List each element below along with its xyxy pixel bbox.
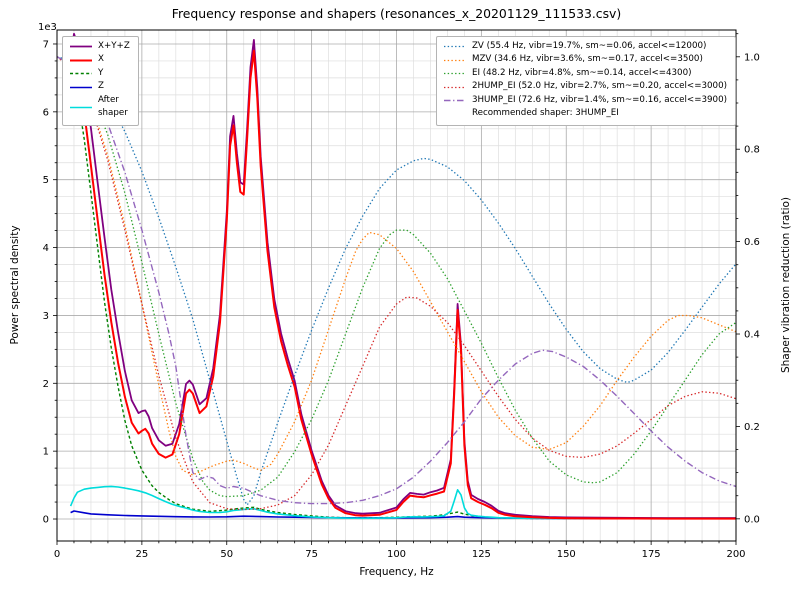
line-3hump-ei	[56, 56, 737, 505]
line-mzv	[56, 56, 737, 476]
legend-item: 2HUMP_EI (52.0 Hz, vibr=2.7%, sm~=0.20, …	[443, 80, 727, 93]
y-left-tick-label: 4	[43, 243, 49, 254]
legend-item: 3HUMP_EI (72.6 Hz, vibr=1.4%, sm~=0.16, …	[443, 94, 727, 107]
chart-title: Frequency response and shapers (resonanc…	[171, 6, 622, 21]
legend-line-sample	[70, 45, 92, 48]
legend-label: Y	[98, 67, 104, 78]
y-left-tick-label: 7	[43, 39, 49, 50]
legend-item: X	[69, 53, 130, 66]
legend-label: X+Y+Z	[98, 41, 130, 51]
y-right-tick-label: 1.0	[744, 52, 760, 63]
legend-item: Z	[69, 80, 130, 93]
x-tick-label: 50	[220, 549, 233, 560]
legend-line-sample	[443, 46, 466, 48]
x-tick-label: 0	[54, 549, 60, 560]
y-right-tick-label: 0.2	[744, 422, 760, 433]
y-right-tick-label: 0.6	[744, 237, 760, 248]
legend-label: After shaper	[98, 94, 128, 119]
legend-line-sample	[70, 86, 92, 88]
x-tick-label: 25	[136, 549, 149, 560]
line-x	[69, 49, 736, 520]
legend-shapers: ZV (55.4 Hz, vibr=19.7%, sm~=0.06, accel…	[435, 36, 736, 126]
legend-label: X	[98, 54, 104, 65]
x-tick-label: 125	[472, 549, 491, 560]
series-lines	[56, 32, 737, 520]
line-2hump-ei	[56, 56, 737, 511]
legend-line-sample	[70, 106, 92, 109]
legend-item: After shaper	[69, 94, 130, 121]
y-right-axis-label: Shaper vibration reduction (ratio)	[780, 196, 792, 374]
y-left-tick-label: 6	[43, 107, 49, 118]
y-right-tick-label: 0.4	[744, 330, 760, 341]
legend-label: Z	[98, 81, 104, 92]
x-tick-label: 150	[557, 549, 576, 560]
legend-line-sample	[70, 73, 92, 75]
legend-line-sample	[443, 73, 466, 75]
legend-label: 3HUMP_EI (72.6 Hz, vibr=1.4%, sm~=0.16, …	[471, 94, 727, 105]
x-axis-label: Frequency, Hz	[359, 566, 434, 578]
y-right-tick-label: 0.8	[744, 145, 760, 156]
legend-footer: Recommended shaper: 3HUMP_EI	[471, 108, 619, 119]
legend-line-sample	[443, 99, 466, 102]
legend-item: MZV (34.6 Hz, vibr=3.6%, sm~=0.17, accel…	[443, 53, 727, 66]
line-ei	[56, 56, 737, 498]
y-axis-offset-label: 1e3	[38, 22, 57, 33]
x-tick-label: 75	[305, 549, 318, 560]
axis-ticks	[53, 33, 740, 545]
line-after-shaper	[69, 485, 736, 520]
legend-item: X+Y+Z	[69, 40, 130, 53]
legend-label: MZV (34.6 Hz, vibr=3.6%, sm~=0.17, accel…	[471, 54, 703, 65]
legend-item: EI (48.2 Hz, vibr=4.8%, sm~=0.14, accel<…	[443, 67, 727, 80]
y-left-tick-label: 0	[43, 515, 49, 526]
y-right-tick-label: 0.0	[744, 514, 760, 525]
y-left-tick-label: 5	[43, 175, 49, 186]
y-left-tick-label: 3	[43, 311, 49, 322]
legend-psd: X+Y+Z X Y Z After shaper	[62, 36, 139, 126]
y-left-tick-label: 1	[43, 447, 49, 458]
legend-label: 2HUMP_EI (52.0 Hz, vibr=2.7%, sm~=0.20, …	[471, 81, 727, 92]
legend-item: ZV (55.4 Hz, vibr=19.7%, sm~=0.06, accel…	[443, 40, 727, 53]
y-left-tick-label: 2	[43, 379, 49, 390]
legend-line-sample	[443, 59, 466, 61]
x-tick-label: 175	[642, 549, 661, 560]
legend-line-sample	[443, 86, 466, 88]
legend-item: Y	[69, 67, 130, 80]
legend-line-sample	[70, 59, 92, 62]
line-x-y-z	[69, 32, 736, 519]
line-zv	[56, 56, 737, 506]
x-tick-label: 200	[726, 549, 745, 560]
legend-label: ZV (55.4 Hz, vibr=19.7%, sm~=0.06, accel…	[471, 41, 707, 51]
axis-tick-labels: 0 25 50 75 100 125 150 175 200 0 1 2 3 4 5 6 7 0.0 0.2 0.4 0…	[43, 39, 760, 560]
y-left-axis-label: Power spectral density	[9, 225, 21, 345]
legend-label: EI (48.2 Hz, vibr=4.8%, sm~=0.14, accel<…	[471, 67, 692, 78]
x-tick-label: 100	[387, 549, 406, 560]
